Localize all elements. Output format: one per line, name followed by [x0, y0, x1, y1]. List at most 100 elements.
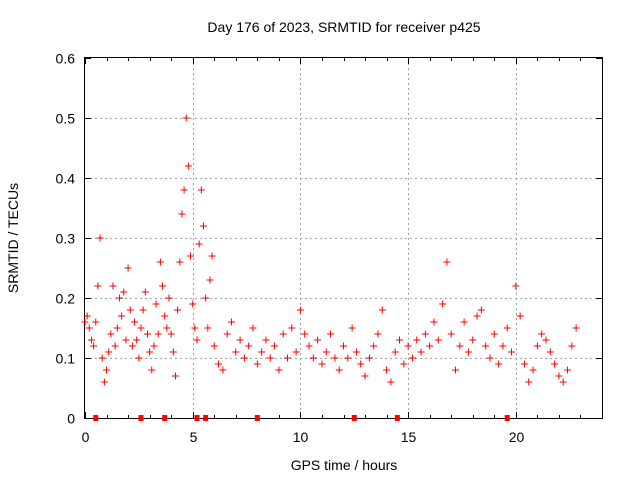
data-point: [126, 306, 134, 314]
data-point: [340, 342, 347, 350]
data-point: [191, 324, 199, 332]
y-tick-label: 0.5: [56, 111, 76, 127]
data-point: [400, 360, 408, 368]
data-point: [83, 312, 91, 320]
data-point: [184, 162, 192, 170]
data-point: [167, 330, 175, 338]
data-point: [159, 282, 167, 290]
data-point: [275, 366, 283, 374]
data-point: [128, 342, 136, 350]
data-point: [318, 360, 326, 368]
data-point: [105, 348, 113, 356]
gap-marker: [254, 415, 260, 421]
data-point: [100, 378, 108, 386]
gap-markers: [93, 415, 510, 421]
data-point: [266, 354, 274, 362]
data-point: [271, 342, 279, 350]
data-point: [378, 306, 386, 314]
data-point: [495, 360, 503, 368]
data-point: [94, 282, 102, 290]
x-axis-label: GPS time / hours: [291, 457, 398, 473]
data-point: [206, 276, 214, 284]
gap-marker: [138, 415, 144, 421]
data-point: [434, 336, 442, 344]
data-point: [204, 324, 212, 332]
data-point: [546, 348, 554, 356]
data-point: [352, 348, 360, 356]
y-tick-label: 0.6: [56, 51, 76, 67]
data-point: [240, 354, 248, 362]
data-point: [486, 354, 494, 362]
data-point: [344, 354, 352, 362]
data-point: [430, 318, 438, 326]
data-point: [305, 342, 313, 350]
data-point: [202, 294, 210, 302]
data-point: [85, 324, 93, 332]
data-point: [115, 294, 123, 302]
data-point: [447, 330, 455, 338]
data-point: [335, 366, 343, 374]
data-point: [165, 294, 173, 302]
data-point: [452, 366, 460, 374]
data-point: [456, 342, 464, 350]
data-point: [503, 324, 511, 332]
data-point: [387, 378, 395, 386]
data-point: [120, 288, 128, 296]
data-point: [482, 342, 490, 350]
data-point: [520, 360, 528, 368]
data-point: [469, 336, 477, 344]
data-point: [490, 330, 498, 338]
data-point: [568, 342, 576, 350]
data-point: [572, 324, 580, 332]
data-point: [182, 114, 190, 122]
data-point: [439, 300, 447, 308]
data-point: [180, 186, 188, 194]
data-points: [81, 114, 580, 386]
data-point: [253, 360, 261, 368]
data-point: [118, 312, 126, 320]
gap-marker: [162, 415, 168, 421]
data-point: [443, 258, 451, 266]
data-point: [374, 330, 382, 338]
data-point: [309, 354, 317, 362]
data-point: [92, 318, 100, 326]
y-tick-label: 0: [67, 411, 75, 427]
gap-marker: [394, 415, 400, 421]
data-point: [477, 306, 485, 314]
data-point: [131, 318, 139, 326]
data-point: [525, 378, 533, 386]
data-point: [314, 336, 322, 344]
data-point: [163, 324, 171, 332]
data-point: [178, 210, 186, 218]
data-point: [391, 348, 399, 356]
x-tick-label: 5: [190, 429, 198, 445]
data-point: [154, 330, 162, 338]
data-point: [161, 312, 169, 320]
data-point: [464, 348, 472, 356]
data-point: [111, 342, 119, 350]
y-tick-label: 0.4: [56, 171, 76, 187]
data-point: [227, 318, 235, 326]
gap-marker: [504, 415, 510, 421]
data-point: [96, 234, 104, 242]
data-point: [87, 336, 95, 344]
x-tick-label: 0: [82, 429, 90, 445]
y-tick-label: 0.2: [56, 291, 76, 307]
data-point: [215, 360, 223, 368]
data-point: [156, 258, 164, 266]
data-point: [150, 342, 158, 350]
tick-labels: 0 0.1 0.2 0.3 0.4 0.5 0.6 0 5 10 15 20: [56, 51, 525, 446]
data-point: [208, 252, 216, 260]
data-point: [499, 342, 507, 350]
data-point: [113, 324, 121, 332]
data-point: [187, 252, 195, 260]
data-point: [146, 348, 154, 356]
x-tick-label: 15: [401, 429, 417, 445]
data-point: [199, 222, 207, 230]
y-axis-label: SRMTID / TECUs: [5, 183, 21, 293]
gap-marker: [93, 415, 99, 421]
data-point: [174, 306, 182, 314]
data-point: [90, 342, 98, 350]
data-point: [301, 330, 309, 338]
